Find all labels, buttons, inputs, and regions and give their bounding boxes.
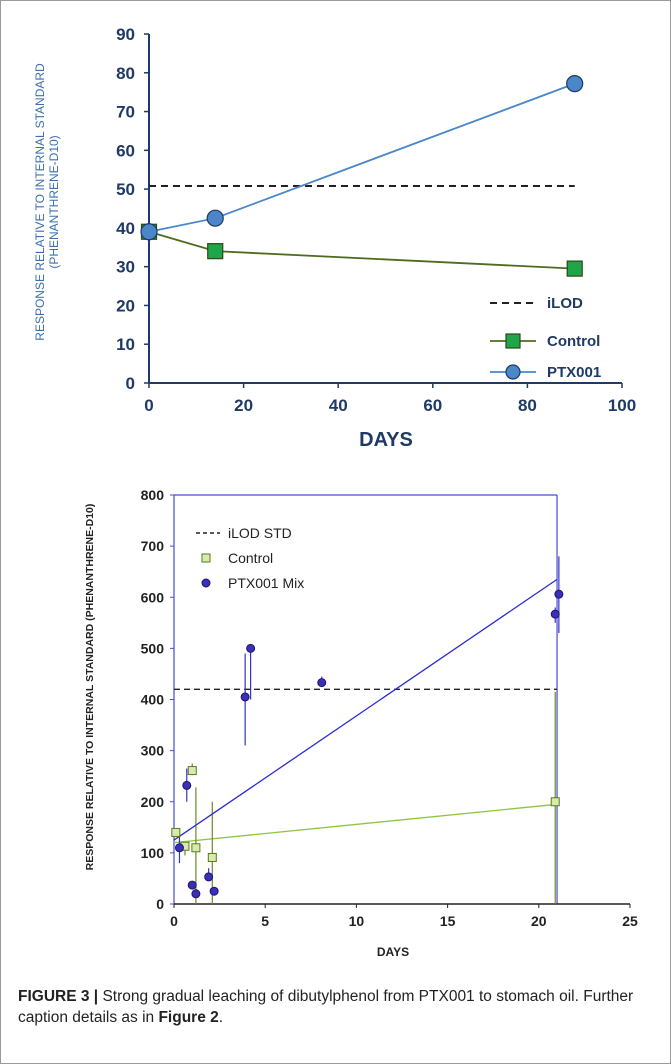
chart-top-y-tick-label: 0 [126,374,135,393]
chart-bottom-y-tick-label: 500 [141,640,165,656]
chart-bottom-point-ptx001-mix [204,872,214,882]
chart-bottom-x-ticks: 0 5 10 15 20 25 [170,904,638,929]
chart-bottom-y-tick-label: 400 [141,692,165,708]
chart-top-x-tick-label: 0 [144,396,153,415]
chart-top-point-control [207,243,224,260]
chart-bottom-point-ptx001-mix [550,609,560,619]
chart-bottom-point-ptx001-mix [187,880,197,890]
chart-top-legend: iLOD Control PTX001 [490,295,601,381]
chart-top-series [140,75,584,277]
chart-bottom-x-tick-label: 15 [440,913,456,929]
chart-bottom-point-ptx001-mix [174,843,184,853]
chart-top-y-tick-label: 70 [116,103,135,122]
chart-top-legend-label-ptx001: PTX001 [547,364,601,381]
chart-top-point-ptx001 [206,209,224,227]
caption-figure-ref[interactable]: Figure 2 [158,1009,219,1026]
chart-bottom-x-axis-title: DAYS [377,945,409,959]
chart-bottom-point-ptx001-mix [182,780,192,790]
chart-top-legend-marker-control [505,333,521,349]
chart-bottom-point-ptx001-mix [554,589,564,599]
chart-top-y-axis-title-line1: RESPONSE RELATIVE TO INTERNAL STANDARD [33,63,47,341]
chart-top-y-tick-label: 60 [116,141,135,160]
chart-top-y-tick-label: 10 [116,335,135,354]
chart-top-point-ptx001 [140,223,158,241]
chart-bottom-x-tick-label: 0 [170,913,178,929]
chart-bottom-point-ptx001-mix [240,692,250,702]
caption-label: FIGURE 3 | [18,988,99,1005]
chart-top-x-ticks: 0 20 40 60 80 100 [144,383,636,415]
chart-top-y-tick-label: 90 [116,25,135,44]
chart-top-x-tick-label: 20 [234,396,253,415]
chart-bottom-legend-label-ilod: iLOD STD [228,525,292,541]
chart-top: 0 10 20 30 40 50 60 70 80 90 0 20 40 60 80 100 iLOD Con… [33,25,636,451]
chart-bottom-point-control [550,797,560,807]
chart-bottom-point-ptx001-mix [246,643,256,653]
chart-top-y-tick-label: 20 [116,296,135,315]
chart-bottom-legend: iLOD STD Control PTX001 Mix [196,525,304,591]
chart-bottom-y-tick-label: 300 [141,743,165,759]
chart-bottom-legend-label-ptx001-mix: PTX001 Mix [228,575,304,591]
chart-top-legend-label-ilod: iLOD [547,295,583,312]
caption-text-2: . [218,1009,224,1026]
caption-text-1: Strong gradual leaching of dibutylphenol… [18,988,634,1026]
chart-top-y-tick-label: 80 [116,64,135,83]
chart-top-x-tick-label: 60 [423,396,442,415]
chart-bottom-y-ticks: 0 100 200 300 400 500 600 700 800 [141,487,174,912]
chart-bottom-point-ptx001-mix [191,889,201,899]
chart-top-y-tick-label: 30 [116,258,135,277]
chart-top-x-tick-label: 100 [608,396,636,415]
chart-bottom-legend-marker-control [201,553,211,563]
chart-top-legend-marker-ptx001 [505,364,521,380]
chart-bottom-x-tick-label: 10 [349,913,365,929]
chart-top-legend-label-control: Control [547,333,600,350]
chart-bottom-x-tick-label: 20 [531,913,547,929]
chart-top-y-tick-label: 50 [116,180,135,199]
chart-top-y-tick-label: 40 [116,219,135,238]
chart-bottom-y-axis-title: RESPONSE RELATIVE TO INTERNAL STANDARD (… [84,504,96,871]
chart-bottom-point-control [207,852,217,862]
chart-top-point-ptx001 [566,75,584,93]
chart-top-axes [148,34,622,384]
chart-bottom-point-control [191,843,201,853]
chart-bottom-point-ptx001-mix [317,678,327,688]
chart-bottom-legend-marker-ptx001-mix [201,578,211,588]
chart-bottom-point-control [187,766,197,776]
chart-bottom-x-tick-label: 5 [261,913,269,929]
chart-bottom-y-tick-label: 100 [141,845,165,861]
chart-top-x-tick-label: 40 [329,396,348,415]
chart-top-point-control [566,260,583,277]
chart-bottom-y-tick-label: 600 [141,589,165,605]
chart-bottom: 0 100 200 300 400 500 600 700 800 0 5 10 15 20 25 iLO… [84,487,638,959]
chart-bottom-legend-label-control: Control [228,550,273,566]
chart-bottom-y-tick-label: 700 [141,538,165,554]
figure-caption: FIGURE 3 | Strong gradual leaching of di… [18,986,654,1028]
chart-bottom-y-tick-label: 0 [156,896,164,912]
chart-bottom-series [171,556,564,904]
chart-bottom-point-control [171,827,181,837]
chart-bottom-x-tick-label: 25 [622,913,638,929]
chart-top-x-tick-label: 80 [518,396,537,415]
chart-top-y-ticks: 0 10 20 30 40 50 60 70 80 90 [116,25,149,393]
chart-bottom-y-tick-label: 200 [141,794,165,810]
chart-top-series-line-ptx001 [148,82,576,233]
chart-bottom-y-tick-label: 800 [141,487,165,503]
chart-top-x-axis-title: DAYS [359,429,413,451]
chart-bottom-point-ptx001-mix [209,886,219,896]
chart-bottom-trend-ptx001-mix [173,578,558,841]
chart-bottom-trend-control [173,803,558,844]
chart-top-y-axis-title-line2: (PHENANTHRENE-D10) [47,135,61,268]
